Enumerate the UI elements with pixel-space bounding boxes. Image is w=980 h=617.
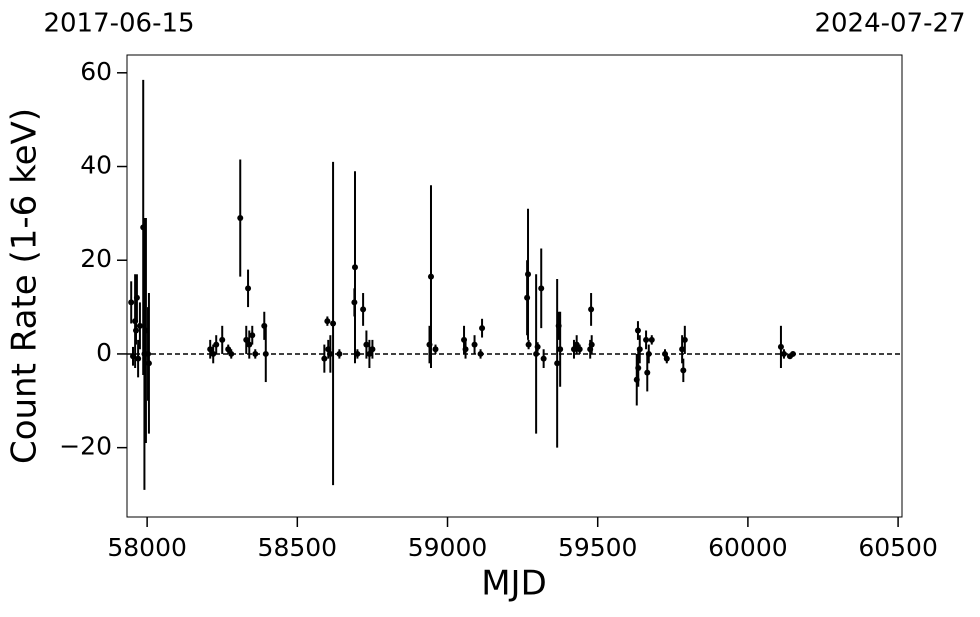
data-point xyxy=(366,350,373,357)
data-point xyxy=(327,350,334,357)
data-point xyxy=(330,320,337,327)
y-tick-label: −20 xyxy=(59,432,112,461)
data-point xyxy=(219,336,226,343)
data-point xyxy=(777,343,784,350)
data-point xyxy=(680,367,687,374)
data-point xyxy=(681,336,688,343)
data-point xyxy=(570,346,577,353)
data-point xyxy=(432,346,439,353)
data-point xyxy=(245,285,252,292)
x-tick-label: 58000 xyxy=(107,533,187,562)
data-point xyxy=(573,341,580,348)
top-right-label: 2024-07-27 xyxy=(814,9,965,39)
data-point xyxy=(336,350,343,357)
y-tick-label: 40 xyxy=(80,151,112,180)
data-point xyxy=(648,336,655,343)
y-tick-label: 20 xyxy=(80,244,112,273)
data-point xyxy=(477,350,484,357)
data-point xyxy=(554,360,561,367)
y-tick-label: 60 xyxy=(80,57,112,86)
data-point xyxy=(237,215,244,222)
data-point xyxy=(228,350,235,357)
data-point xyxy=(369,346,376,353)
data-point xyxy=(135,355,142,362)
data-point xyxy=(471,341,478,348)
data-point xyxy=(588,341,595,348)
data-point xyxy=(128,299,135,306)
data-point xyxy=(479,325,486,332)
data-point xyxy=(679,346,686,353)
data-point xyxy=(525,341,532,348)
data-point xyxy=(246,341,253,348)
top-left-label: 2017-06-15 xyxy=(43,9,194,39)
x-tick-label: 59500 xyxy=(558,533,638,562)
x-tick-label: 58500 xyxy=(258,533,338,562)
data-point xyxy=(243,336,250,343)
data-point xyxy=(213,341,220,348)
plot-frame xyxy=(126,54,903,518)
data-point xyxy=(324,318,331,325)
data-point xyxy=(540,355,547,362)
data-point xyxy=(789,350,796,357)
data-point xyxy=(634,327,641,334)
data-point xyxy=(136,322,143,329)
x-tick-label: 59000 xyxy=(408,533,488,562)
data-point xyxy=(557,346,564,353)
data-point xyxy=(360,306,367,313)
data-point xyxy=(645,350,652,357)
data-point xyxy=(210,350,217,357)
data-point xyxy=(252,350,259,357)
data-point xyxy=(262,350,269,357)
data-point xyxy=(145,360,152,367)
data-point xyxy=(588,306,595,313)
data-point xyxy=(351,264,358,271)
data-point xyxy=(525,271,532,278)
data-point xyxy=(321,355,328,362)
data-point xyxy=(643,336,650,343)
y-axis-label: Count Rate (1-6 keV) xyxy=(5,108,45,464)
data-point xyxy=(644,369,651,376)
data-point xyxy=(249,332,256,339)
x-tick-label: 60500 xyxy=(858,533,938,562)
data-point xyxy=(133,327,140,334)
data-point xyxy=(663,355,670,362)
y-tick-label: 0 xyxy=(96,338,112,367)
data-point xyxy=(538,285,545,292)
data-point xyxy=(533,350,540,357)
data-point xyxy=(225,346,232,353)
data-point xyxy=(635,364,642,371)
x-axis-label: MJD xyxy=(481,564,547,604)
data-point xyxy=(207,346,214,353)
data-point xyxy=(363,341,370,348)
data-point xyxy=(133,294,140,301)
data-point xyxy=(576,346,583,353)
x-tick-label: 60000 xyxy=(708,533,788,562)
data-point xyxy=(534,343,541,350)
data-point xyxy=(354,350,361,357)
data-point xyxy=(462,346,469,353)
data-point xyxy=(636,346,643,353)
data-point xyxy=(780,350,787,357)
data-point xyxy=(427,273,434,280)
